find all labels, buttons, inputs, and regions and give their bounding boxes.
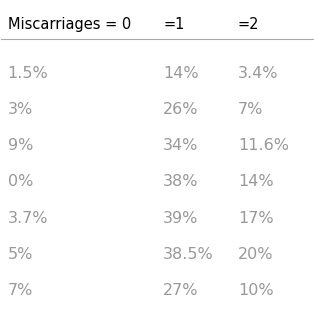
Text: 1.5%: 1.5% (8, 66, 48, 81)
Text: 3.4%: 3.4% (238, 66, 279, 81)
Text: 7%: 7% (8, 283, 33, 298)
Text: Miscarriages = 0: Miscarriages = 0 (8, 17, 131, 32)
Text: 9%: 9% (8, 138, 33, 153)
Text: =1: =1 (163, 17, 185, 32)
Text: 20%: 20% (238, 247, 273, 262)
Text: 7%: 7% (238, 102, 263, 117)
Text: 38%: 38% (163, 174, 199, 189)
Text: =2: =2 (238, 17, 259, 32)
Text: 14%: 14% (238, 174, 273, 189)
Text: 34%: 34% (163, 138, 198, 153)
Text: 11.6%: 11.6% (238, 138, 289, 153)
Text: 38.5%: 38.5% (163, 247, 214, 262)
Text: 3.7%: 3.7% (8, 210, 48, 225)
Text: 26%: 26% (163, 102, 199, 117)
Text: 5%: 5% (8, 247, 33, 262)
Text: 27%: 27% (163, 283, 199, 298)
Text: 10%: 10% (238, 283, 273, 298)
Text: 0%: 0% (8, 174, 33, 189)
Text: 39%: 39% (163, 210, 198, 225)
Text: 14%: 14% (163, 66, 199, 81)
Text: 17%: 17% (238, 210, 273, 225)
Text: 3%: 3% (8, 102, 33, 117)
